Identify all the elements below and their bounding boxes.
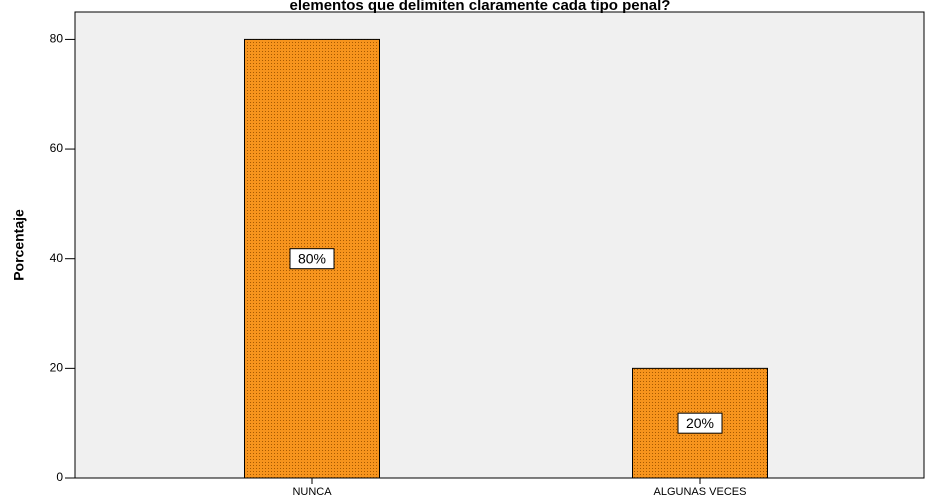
x-tick-label: ALGUNAS VECES [654, 486, 747, 498]
x-tick-label: NUNCA [292, 486, 332, 498]
y-tick-label: 20 [50, 361, 64, 375]
value-label-box [677, 412, 723, 434]
value-label: 20% [686, 415, 714, 431]
chart-title: elementos que delimiten claramente cada … [290, 0, 671, 14]
y-tick-label: 0 [56, 470, 63, 484]
y-tick-label: 60 [50, 141, 64, 155]
y-axis-label: Porcentaje [11, 209, 27, 281]
y-tick-label: 80 [50, 32, 64, 46]
y-tick-label: 40 [50, 251, 64, 265]
plot-area [74, 11, 925, 479]
value-label: 80% [298, 250, 326, 266]
value-label-box [289, 248, 335, 270]
